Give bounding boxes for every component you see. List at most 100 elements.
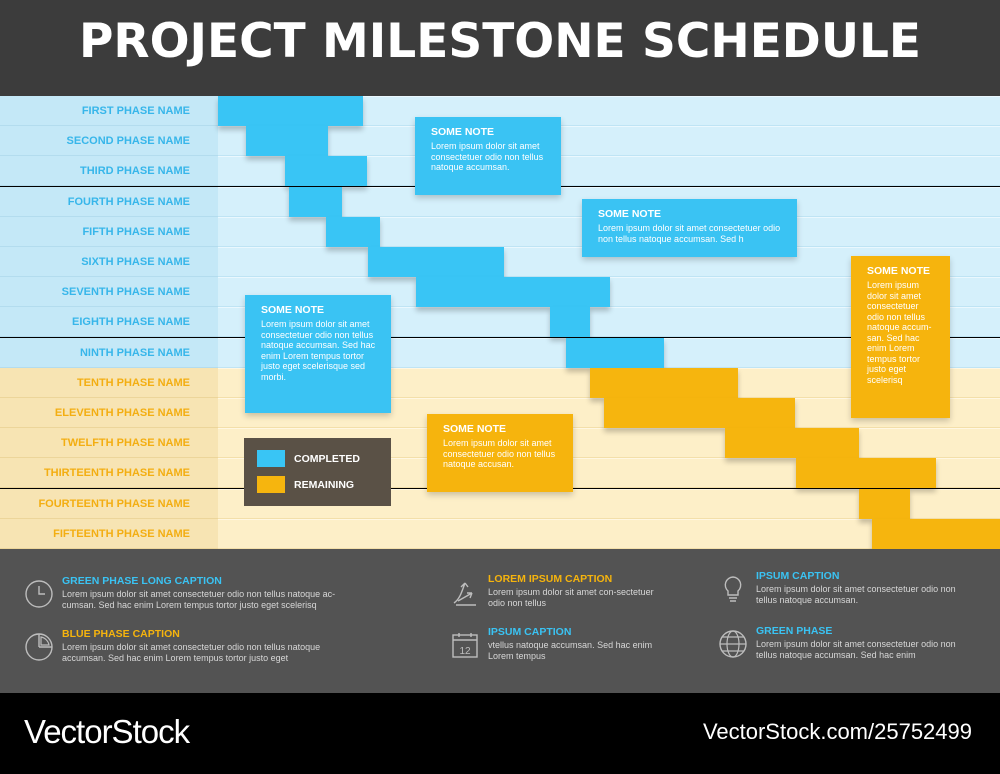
legend-item-completed: COMPLETED <box>257 450 391 476</box>
caption-title: IPSUM CAPTION <box>756 570 840 582</box>
caption: GREEN PHASE Lorem ipsum dolor sit amet c… <box>718 625 978 665</box>
caption-text: Lorem ipsum dolor sit amet consectetuer … <box>62 642 321 663</box>
note-box: SOME NOTE Lorem ipsum dolor sit amet con… <box>851 256 950 418</box>
phase-bar <box>218 96 363 126</box>
phase-label: SIXTH PHASE NAME <box>81 256 190 268</box>
phase-bar <box>604 398 795 428</box>
phase-bar <box>289 187 342 217</box>
phase-lane <box>218 519 1000 549</box>
note-box: SOME NOTE Lorem ipsum dolor sit amet con… <box>427 414 573 492</box>
globe-icon <box>718 629 748 659</box>
pie-chart-icon <box>24 632 54 662</box>
phase-label-cell: FIFTH PHASE NAME <box>0 217 218 247</box>
legend-label: REMAINING <box>294 479 355 491</box>
phase-label: FOURTEENTH PHASE NAME <box>38 498 190 510</box>
phase-bar <box>368 247 504 277</box>
phase-bar <box>859 489 910 519</box>
legend-swatch <box>257 476 285 493</box>
note-box: SOME NOTE Lorem ipsum dolor sit amet con… <box>415 117 561 195</box>
phase-label-cell: FOURTH PHASE NAME <box>0 187 218 217</box>
phase-label: FIFTH PHASE NAME <box>82 226 190 238</box>
legend-swatch <box>257 450 285 467</box>
phase-bar <box>550 307 590 337</box>
note-text: Lorem ipsum dolor sit amet consectetuer … <box>431 141 544 172</box>
caption: LOREM IPSUM CAPTION Lorem ipsum dolor si… <box>450 573 670 613</box>
phase-lane <box>218 126 1000 156</box>
arrows-icon <box>450 577 480 607</box>
phase-label-cell: TWELFTH PHASE NAME <box>0 428 218 458</box>
caption-text: Lorem ipsum dolor sit amet consectetuer … <box>62 589 336 610</box>
note-text: Lorem ipsum dolor sit amet consectetuer … <box>867 280 932 385</box>
caption-text: vtellus natoque accumsan. Sed hac enim L… <box>488 640 653 661</box>
phase-label: FIFTEENTH PHASE NAME <box>53 528 190 540</box>
caption-title: IPSUM CAPTION <box>488 626 572 638</box>
caption: GREEN PHASE LONG CAPTION Lorem ipsum dol… <box>24 575 364 615</box>
phase-label-cell: NINTH PHASE NAME <box>0 338 218 368</box>
caption-text: Lorem ipsum dolor sit amet consectetuer … <box>756 639 956 660</box>
phase-row: TENTH PHASE NAME <box>0 368 1000 398</box>
phase-row: FOURTEENTH PHASE NAME <box>0 489 1000 519</box>
phase-label: THIRD PHASE NAME <box>79 165 190 177</box>
header: PROJECT MILESTONE SCHEDULE <box>0 0 1000 96</box>
phase-label-cell: FIFTEENTH PHASE NAME <box>0 519 218 549</box>
brand-logo: VectorStock <box>24 713 190 750</box>
phase-label-cell: SIXTH PHASE NAME <box>0 247 218 277</box>
phase-label: EIGHTH PHASE NAME <box>72 316 190 328</box>
phase-label: ELEVENTH PHASE NAME <box>54 407 190 419</box>
phase-label-cell: SEVENTH PHASE NAME <box>0 277 218 307</box>
phase-row: EIGHTH PHASE NAME <box>0 307 1000 337</box>
page-title: PROJECT MILESTONE SCHEDULE <box>78 14 922 69</box>
phase-bar <box>285 156 367 186</box>
image-id: VectorStock.com/25752499 <box>702 719 972 744</box>
caption: BLUE PHASE CAPTION Lorem ipsum dolor sit… <box>24 628 364 668</box>
caption: 12 IPSUM CAPTION vtellus natoque accumsa… <box>450 626 670 666</box>
phase-label-cell: FOURTEENTH PHASE NAME <box>0 489 218 519</box>
phase-row: FIFTH PHASE NAME <box>0 217 1000 247</box>
phase-label-cell: TENTH PHASE NAME <box>0 368 218 398</box>
phase-label: THIRTEENTH PHASE NAME <box>43 467 190 479</box>
caption-title: GREEN PHASE LONG CAPTION <box>62 575 222 587</box>
legend: COMPLETED REMAINING <box>244 438 391 506</box>
phase-bar <box>326 217 380 247</box>
phase-label-cell: ELEVENTH PHASE NAME <box>0 398 218 428</box>
phase-label: TWELFTH PHASE NAME <box>61 437 190 449</box>
note-text: Lorem ipsum dolor sit amet consectetuer … <box>598 223 781 244</box>
phase-bar <box>796 458 936 488</box>
phase-label-cell: FIRST PHASE NAME <box>0 96 218 126</box>
clock-icon <box>24 579 54 609</box>
note-title: SOME NOTE <box>261 304 325 316</box>
phase-bar <box>590 368 738 398</box>
phase-label: NINTH PHASE NAME <box>79 347 190 359</box>
note-title: SOME NOTE <box>598 208 662 220</box>
note-title: SOME NOTE <box>431 126 495 138</box>
caption-text: Lorem ipsum dolor sit amet con-sectetuer… <box>488 587 654 608</box>
phase-label: TENTH PHASE NAME <box>76 377 190 389</box>
phase-label-cell: EIGHTH PHASE NAME <box>0 307 218 337</box>
phase-label-cell: SECOND PHASE NAME <box>0 126 218 156</box>
note-text: Lorem ipsum dolor sit amet consectetuer … <box>261 319 376 382</box>
caption-title: LOREM IPSUM CAPTION <box>488 573 613 585</box>
footer-captions: GREEN PHASE LONG CAPTION Lorem ipsum dol… <box>0 549 1000 693</box>
lightbulb-icon <box>718 574 748 604</box>
note-box: SOME NOTE Lorem ipsum dolor sit amet con… <box>582 199 797 257</box>
note-text: Lorem ipsum dolor sit amet consectetuer … <box>443 438 556 469</box>
note-title: SOME NOTE <box>867 265 931 277</box>
phase-row: FIFTEENTH PHASE NAME <box>0 519 1000 549</box>
caption-title: BLUE PHASE CAPTION <box>62 628 180 640</box>
legend-label: COMPLETED <box>294 453 360 465</box>
phase-bar <box>246 126 328 156</box>
phase-row: NINTH PHASE NAME <box>0 338 1000 368</box>
phase-label: SEVENTH PHASE NAME <box>61 286 190 298</box>
phase-row: SECOND PHASE NAME <box>0 126 1000 156</box>
phase-label: SECOND PHASE NAME <box>66 135 190 147</box>
gantt-chart: FIRST PHASE NAME SECOND PHASE NAME THIRD P… <box>0 96 1000 549</box>
phase-bar <box>872 519 1000 549</box>
calendar-icon: 12 <box>450 630 480 660</box>
caption-title: GREEN PHASE <box>756 625 833 637</box>
phase-label-cell: THIRD PHASE NAME <box>0 156 218 186</box>
phase-bar <box>416 277 610 307</box>
caption-text: Lorem ipsum dolor sit amet consectetuer … <box>756 584 956 605</box>
phase-label: FOURTH PHASE NAME <box>67 196 190 208</box>
caption: IPSUM CAPTION Lorem ipsum dolor sit amet… <box>718 570 978 610</box>
phase-label: FIRST PHASE NAME <box>81 105 190 117</box>
